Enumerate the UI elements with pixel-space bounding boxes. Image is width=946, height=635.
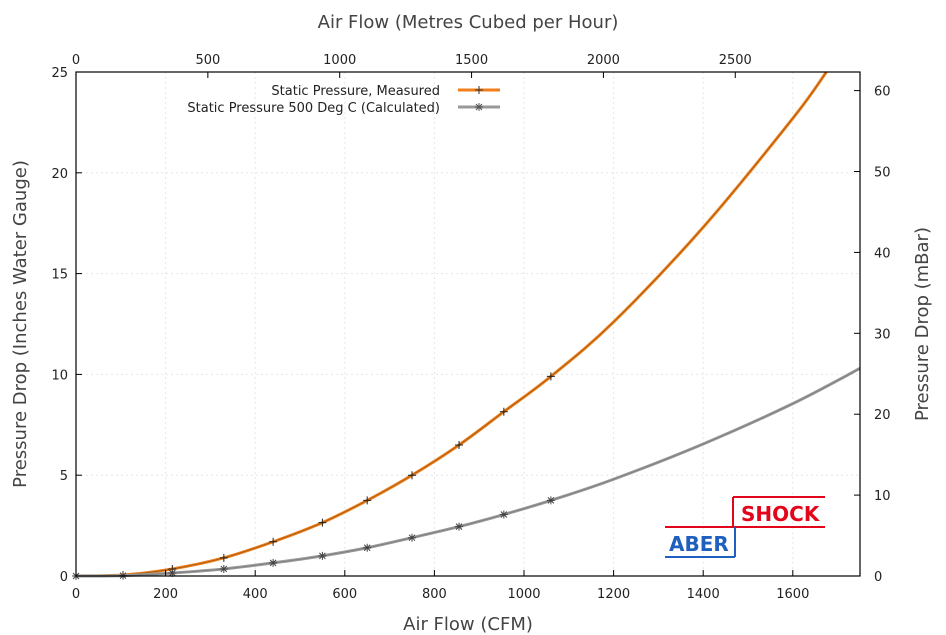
x-tick-label: 1200 [597, 587, 630, 602]
series-0-point [408, 471, 416, 480]
series-1-point [269, 558, 278, 567]
series-0-point [455, 440, 464, 449]
abershock-logo: SHOCK ABER [665, 496, 825, 558]
y2-tick-label: 40 [874, 246, 891, 261]
x2-tick-label: 2500 [719, 53, 752, 68]
series-1-point [546, 496, 555, 505]
series-1-point [219, 564, 228, 573]
x-tick-label: 200 [153, 587, 178, 602]
y-tick-label: 20 [51, 167, 68, 182]
y2-tick-label: 0 [874, 570, 882, 585]
logo-top-word: SHOCK [741, 502, 821, 526]
series-0-point [363, 496, 372, 505]
x2-tick-label: 2000 [587, 53, 620, 68]
x2-tick-label: 500 [195, 53, 220, 68]
series-1-point [455, 522, 464, 531]
x-tick-label: 800 [422, 587, 447, 602]
series-1-point [168, 568, 177, 577]
legend-marker-measured [475, 86, 483, 94]
legend-label-measured: Static Pressure, Measured [271, 84, 440, 99]
x-tick-label: 1000 [507, 587, 540, 602]
series-line-edge-0 [75, 71, 827, 577]
y2-tick-label: 20 [874, 408, 891, 423]
series-0-point [499, 407, 508, 416]
series-line-0 [75, 71, 828, 578]
series-line-edge-1 [75, 367, 861, 577]
series-1-point [408, 533, 416, 542]
series-0-point [269, 537, 278, 546]
x-tick-label: 0 [72, 587, 80, 602]
x-tick-label: 1400 [687, 587, 720, 602]
x-tick-label: 1600 [776, 587, 809, 602]
series-1-point [499, 510, 508, 519]
right-axis-title: Pressure Drop (mBar) [912, 227, 933, 421]
y2-tick-label: 30 [874, 327, 891, 342]
logo-bottom-word: ABER [669, 532, 729, 556]
left-axis-title: Pressure Drop (Inches Water Gauge) [10, 160, 31, 488]
y-tick-label: 0 [60, 570, 68, 585]
grid [75, 71, 860, 577]
y2-tick-label: 60 [874, 85, 891, 100]
x2-tick-label: 1500 [455, 53, 488, 68]
y-tick-label: 25 [51, 66, 68, 81]
series-line-1 [75, 367, 861, 578]
y-tick-label: 10 [51, 368, 68, 383]
legend: Static Pressure, Measured Static Pressur… [187, 84, 500, 116]
y2-tick-label: 10 [874, 489, 891, 504]
plot-frame [75, 71, 861, 577]
legend-marker-calculated [475, 103, 483, 111]
top-axis-title: Air Flow (Metres Cubed per Hour) [318, 12, 619, 33]
series-1-point [318, 551, 327, 560]
x-tick-label: 600 [332, 587, 357, 602]
ticks-layer: 0 200 400 600 800 1000 1200 1400 160005101520250… [51, 53, 890, 602]
y2-tick-label: 50 [874, 166, 891, 181]
y-tick-label: 5 [60, 469, 68, 484]
series-1-point [363, 543, 372, 552]
series-0-point [318, 518, 327, 527]
series-0-point [546, 372, 555, 381]
legend-label-calculated: Static Pressure 500 Deg C (Calculated) [187, 101, 440, 116]
bottom-axis-title: Air Flow (CFM) [403, 614, 533, 635]
y-tick-label: 15 [51, 268, 68, 283]
x2-tick-label: 0 [72, 53, 80, 68]
series-0-point [219, 553, 228, 562]
x-tick-label: 400 [243, 587, 268, 602]
x2-tick-label: 1000 [323, 53, 356, 68]
